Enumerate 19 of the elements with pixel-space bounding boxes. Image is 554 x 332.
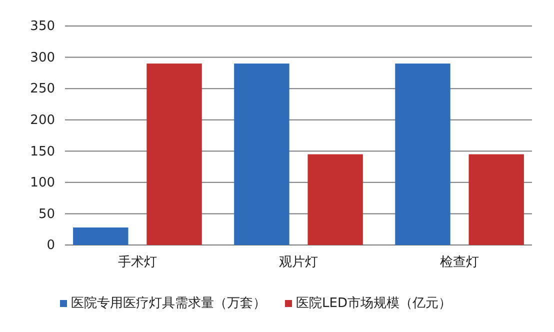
bar: [234, 64, 290, 245]
bar: [468, 154, 524, 245]
legend-label: 医院LED市场规模（亿元）: [296, 296, 452, 311]
y-tick-label: 150: [30, 144, 55, 160]
y-tick-label: 350: [30, 19, 55, 34]
bar: [73, 227, 128, 245]
y-tick-label: 100: [30, 176, 55, 191]
bar: [146, 64, 202, 245]
bar: [308, 154, 363, 245]
bar: [395, 64, 450, 245]
y-tick-label: 0: [46, 238, 55, 254]
x-tick-label: 观片灯: [279, 255, 318, 270]
x-tick-label: 检查灯: [440, 255, 480, 270]
x-tick-label: 手术灯: [118, 255, 157, 270]
y-tick-label: 250: [30, 82, 55, 97]
y-tick-label: 300: [30, 50, 55, 66]
y-tick-label: 50: [38, 206, 55, 222]
y-tick-label: 200: [30, 113, 55, 128]
legend-label: 医院专用医疗灯具需求量（万套）: [71, 296, 266, 311]
